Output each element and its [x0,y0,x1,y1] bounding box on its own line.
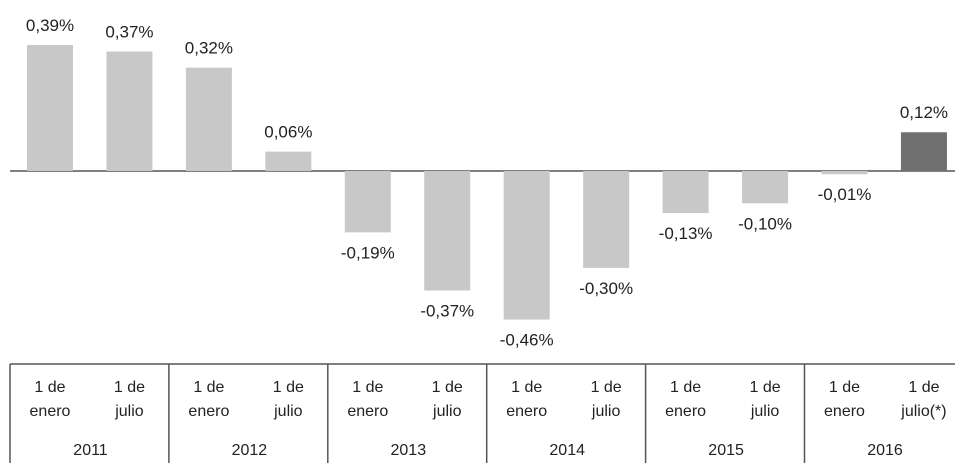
value-label: -0,30% [579,279,633,298]
bar [27,45,73,171]
value-label: -0,46% [500,331,554,350]
bar [344,171,391,233]
x-tick-label: 1 de enero [506,379,548,420]
value-label: 0,12% [900,103,948,122]
x-tick-label: 1 de enero [188,379,230,420]
value-label: -0,10% [738,214,792,233]
bar [106,51,153,171]
bar [424,171,471,291]
value-label: -0,37% [420,302,474,321]
bar [503,171,550,320]
bar [185,67,232,171]
x-tick-label: 1 de enero [29,379,71,420]
x-tick-label: 1 de enero [347,379,389,420]
group-label: 2011 [73,442,108,459]
group-label: 2012 [231,442,268,459]
value-label: 0,39% [26,16,74,35]
value-label: 0,37% [105,22,153,41]
x-tick-label: 1 de enero [665,379,707,420]
group-label: 2013 [390,442,427,459]
bar [265,151,312,171]
value-label: 0,06% [264,123,312,142]
value-label: -0,13% [659,224,713,243]
x-tick-label: 1 de julio [272,379,304,420]
x-tick-label: 1 de julio [431,379,463,420]
bar [900,132,947,171]
group-label: 2014 [549,442,585,459]
group-label: 2015 [708,442,744,459]
x-tick-label: 1 de julio(*) [901,379,947,420]
value-label: -0,19% [341,243,395,262]
bar [662,171,709,213]
x-tick-label: 1 de julio [113,379,145,420]
bar [583,171,630,268]
value-label: -0,01% [818,185,872,204]
bar [821,171,868,175]
x-tick-label: 1 de enero [824,379,865,420]
x-tick-label: 1 de julio [590,379,622,420]
bar [742,171,789,204]
value-label: 0,32% [185,39,233,58]
x-tick-label: 1 de julio [749,379,781,420]
group-label: 2016 [867,442,903,459]
